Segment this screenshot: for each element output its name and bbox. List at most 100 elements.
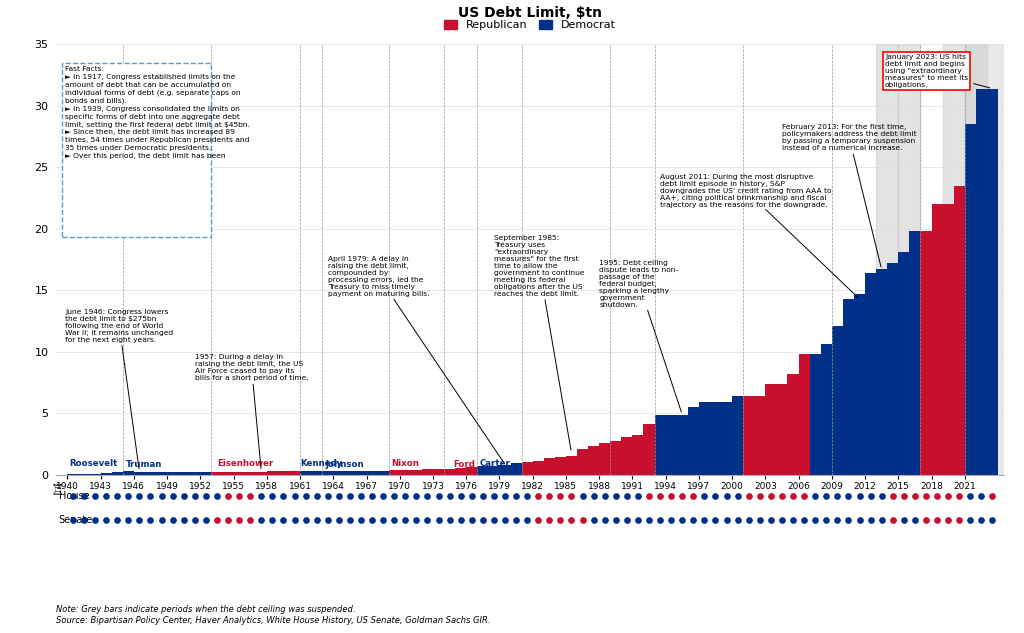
Text: Note: Grey bars indicate periods when the debt ceiling was suspended.
Source: Bi: Note: Grey bars indicate periods when th… — [56, 605, 490, 625]
Text: Nixon: Nixon — [391, 459, 419, 468]
Bar — [610, 441, 622, 475]
Bar — [399, 470, 411, 475]
Bar — [455, 468, 466, 475]
Bar — [877, 270, 887, 475]
Text: 1957: During a delay in
raising the debt limit, the US
Air Force ceased to pay i: 1957: During a delay in raising the debt… — [195, 354, 308, 468]
Bar — [466, 467, 477, 475]
Bar — [577, 449, 588, 475]
Bar — [521, 461, 532, 475]
Bar — [333, 471, 344, 475]
Legend: Republican, Democrat: Republican, Democrat — [439, 15, 621, 35]
Text: Senate: Senate — [58, 515, 93, 525]
Bar — [566, 456, 577, 475]
Bar — [898, 252, 909, 475]
Bar — [389, 470, 399, 475]
Bar — [721, 402, 732, 475]
Bar — [189, 472, 201, 475]
Bar — [355, 471, 367, 475]
Bar — [909, 231, 921, 475]
Text: G.W. Bush: G.W. Bush — [746, 460, 796, 470]
Bar — [710, 402, 721, 475]
Bar — [267, 472, 278, 475]
Text: September 1985:
Treasury uses
"extraordinary
measures" for the first
time to all: September 1985: Treasury uses "extraordi… — [494, 235, 585, 450]
Bar — [167, 472, 178, 475]
Bar — [79, 474, 89, 475]
Bar — [134, 472, 145, 475]
Text: June 1946: Congress lowers
the debt limit to $275bn
following the end of World
W: June 1946: Congress lowers the debt limi… — [66, 309, 173, 469]
Bar — [233, 472, 245, 475]
Bar — [743, 396, 755, 475]
Bar — [633, 436, 643, 475]
Text: Kennedy: Kennedy — [300, 459, 342, 468]
Bar — [123, 472, 134, 475]
Text: Carter: Carter — [479, 459, 510, 468]
Bar — [976, 89, 987, 475]
Text: January 2023: US hits
debt limit and begins
using "extraordinary
measures" to me: January 2023: US hits debt limit and beg… — [885, 54, 990, 88]
Text: Roosevelt: Roosevelt — [70, 459, 118, 468]
Bar — [698, 402, 710, 475]
Text: Fast Facts:
► In 1917, Congress established limits on the
amount of debt that ca: Fast Facts: ► In 1917, Congress establis… — [65, 66, 250, 159]
Bar — [323, 471, 333, 475]
Bar — [278, 472, 289, 475]
Bar — [289, 472, 300, 475]
Bar — [433, 469, 444, 475]
Bar — [688, 407, 698, 475]
Bar — [921, 231, 932, 475]
Bar — [444, 469, 455, 475]
Bar — [755, 396, 765, 475]
Text: Ford: Ford — [453, 460, 475, 470]
Bar — [765, 384, 776, 475]
Text: Biden: Biden — [968, 459, 995, 468]
Text: April 1979: A delay in
raising the debt limit,
compounded by
processing errors, : April 1979: A delay in raising the debt … — [328, 256, 504, 462]
Bar — [877, 44, 898, 475]
Bar — [488, 466, 500, 475]
Text: ♖: ♖ — [51, 483, 65, 498]
Bar — [89, 473, 100, 475]
Bar — [898, 44, 921, 475]
Bar — [965, 124, 976, 475]
Bar — [245, 472, 256, 475]
Bar — [178, 472, 189, 475]
Bar — [532, 461, 544, 475]
Title: US Debt Limit, $tn: US Debt Limit, $tn — [458, 6, 602, 20]
Text: August 2011: During the most disruptive
debt limit episode in history, S&P
downg: August 2011: During the most disruptive … — [660, 173, 857, 297]
Bar — [222, 472, 233, 475]
Bar — [599, 443, 610, 475]
Bar — [799, 354, 810, 475]
Bar — [555, 456, 566, 475]
Text: Trump: Trump — [923, 459, 953, 468]
Bar — [100, 473, 112, 475]
Bar — [643, 424, 654, 475]
Bar — [588, 446, 599, 475]
Bar — [820, 344, 831, 475]
Text: G.H.W.
Bush: G.H.W. Bush — [610, 451, 643, 470]
Bar — [622, 437, 633, 475]
Bar — [843, 299, 854, 475]
FancyBboxPatch shape — [61, 63, 211, 237]
Text: Clinton: Clinton — [671, 459, 706, 468]
Bar — [810, 354, 820, 475]
Bar — [112, 472, 123, 475]
Bar — [732, 396, 743, 475]
Text: Obama: Obama — [845, 459, 879, 468]
Bar — [787, 374, 799, 475]
Bar — [300, 472, 311, 475]
Text: Johnson: Johnson — [326, 460, 365, 470]
Bar — [422, 470, 433, 475]
Bar — [378, 470, 389, 475]
Bar — [965, 44, 987, 475]
Bar — [942, 204, 953, 475]
Bar — [887, 263, 898, 475]
Bar — [511, 463, 521, 475]
Text: Truman: Truman — [126, 460, 163, 470]
Bar — [477, 467, 488, 475]
Bar — [201, 472, 211, 475]
Text: 1995: Debt ceiling
dispute leads to non-
passage of the
federal budget,
sparking: 1995: Debt ceiling dispute leads to non-… — [599, 260, 681, 412]
Bar — [311, 472, 323, 475]
Bar — [953, 186, 965, 475]
Bar — [145, 472, 156, 475]
Bar — [344, 471, 355, 475]
Bar — [854, 294, 865, 475]
Bar — [654, 415, 666, 475]
Text: Eisenhower: Eisenhower — [217, 459, 273, 468]
